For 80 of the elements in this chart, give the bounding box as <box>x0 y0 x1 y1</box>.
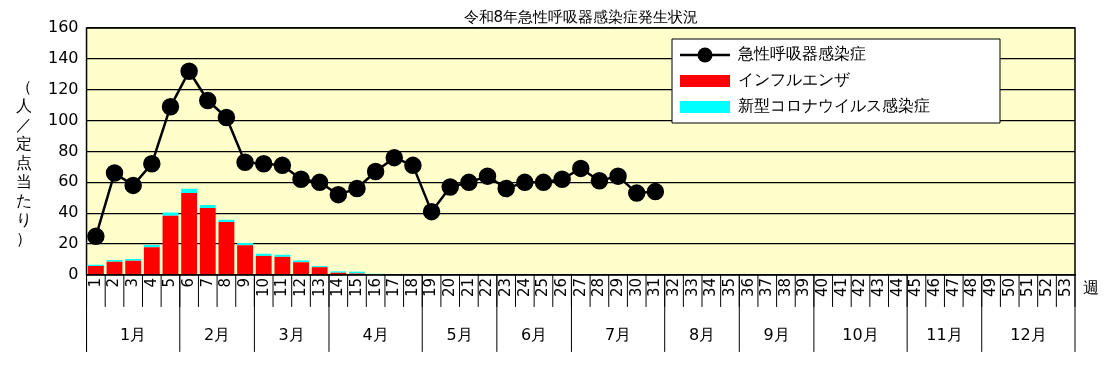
legend-label: 新型コロナウイルス感染症 <box>738 96 930 116</box>
x-tick-label: 39 <box>794 277 813 298</box>
text: 6月 <box>521 325 548 345</box>
x-tick-label: 15 <box>346 277 365 298</box>
x-tick-label: 47 <box>943 277 962 298</box>
x-axis-title: 週 <box>1083 278 1099 298</box>
x-tick-label: 17 <box>384 277 403 298</box>
text: 11月 <box>926 325 963 345</box>
x-tick-label: 24 <box>514 277 533 298</box>
x-tick-label: 1 <box>85 277 104 288</box>
x-tick-label: 41 <box>831 277 850 298</box>
y-tick-label: 120 <box>47 78 79 98</box>
x-tick-label: 9 <box>234 277 253 288</box>
x-tick-label: 27 <box>570 277 589 298</box>
text: 5月 <box>446 325 473 345</box>
x-tick-label: 18 <box>402 277 421 298</box>
x-tick-label: 29 <box>607 277 626 298</box>
x-tick-label: 32 <box>663 277 682 298</box>
y-tick-label: 80 <box>58 140 79 160</box>
x-tick-label: 21 <box>458 277 477 298</box>
x-tick-label: 38 <box>775 277 794 298</box>
x-tick-label: 31 <box>645 277 664 298</box>
x-tick-label: 45 <box>906 277 925 298</box>
x-tick-label: 44 <box>887 277 906 298</box>
x-tick-label: 35 <box>719 277 738 298</box>
x-tick-label: 22 <box>477 277 496 298</box>
text: 7月 <box>604 325 632 345</box>
x-tick-label: 43 <box>869 277 888 298</box>
x-tick-label: 52 <box>1036 277 1055 298</box>
x-tick-label: 5 <box>160 277 179 288</box>
legend-label: インフルエンザ <box>738 70 850 90</box>
text: 1月 <box>120 325 147 345</box>
x-tick-label: 40 <box>813 277 832 298</box>
x-tick-label: 16 <box>365 277 384 298</box>
x-tick-label: 20 <box>440 277 459 298</box>
x-tick-label: 53 <box>1055 277 1074 298</box>
x-tick-label: 6 <box>179 277 198 288</box>
x-tick-label: 7 <box>197 277 216 288</box>
x-tick-label: 51 <box>1018 277 1037 298</box>
text: 4月 <box>362 325 389 345</box>
y-tick-label: 60 <box>58 171 79 191</box>
x-tick-label: 30 <box>626 277 645 298</box>
y-tick-label: 100 <box>47 109 79 129</box>
x-tick-label: 19 <box>421 277 440 298</box>
legend-label: 急性呼吸器感染症 <box>737 44 866 64</box>
x-tick-label: 42 <box>850 277 869 298</box>
x-tick-label: 14 <box>328 277 347 298</box>
x-tick-label: 25 <box>533 277 552 298</box>
x-tick-label: 46 <box>925 277 944 298</box>
text: （人／定点当たり） <box>16 77 32 249</box>
x-tick-label: 11 <box>272 277 291 298</box>
x-tick-label: 48 <box>962 277 981 298</box>
text: 3月 <box>278 325 305 345</box>
x-tick-label: 2 <box>104 277 123 288</box>
x-tick-label: 4 <box>141 277 160 288</box>
x-tick-label: 12 <box>290 277 309 298</box>
x-tick-label: 34 <box>701 277 720 298</box>
x-tick-label: 26 <box>552 277 571 298</box>
x-tick-label: 36 <box>738 277 757 298</box>
x-tick-label: 33 <box>682 277 701 298</box>
x-tick-label: 13 <box>309 277 328 298</box>
x-tick-label: 8 <box>216 277 235 288</box>
text: 10月 <box>842 325 879 345</box>
text: 8月 <box>688 325 716 345</box>
text: 2月 <box>204 325 231 345</box>
x-tick-label: 3 <box>123 277 142 288</box>
y-tick-label: 40 <box>58 202 79 222</box>
x-tick-label: 10 <box>253 277 272 298</box>
x-tick-label: 37 <box>757 277 776 298</box>
x-tick-label: 23 <box>496 277 515 298</box>
x-tick-label: 49 <box>980 277 999 298</box>
y-tick-label: 140 <box>47 48 79 68</box>
text: 9月 <box>763 325 790 345</box>
y-tick-label: 20 <box>58 233 79 253</box>
x-tick-label: 50 <box>999 277 1018 298</box>
chart-title: 令和8年急性呼吸器感染症発生状況 <box>463 7 699 26</box>
text: 12月 <box>1010 325 1047 345</box>
y-tick-label: 160 <box>47 17 79 37</box>
x-tick-label: 28 <box>589 277 608 298</box>
y-tick-label: 0 <box>68 264 79 284</box>
